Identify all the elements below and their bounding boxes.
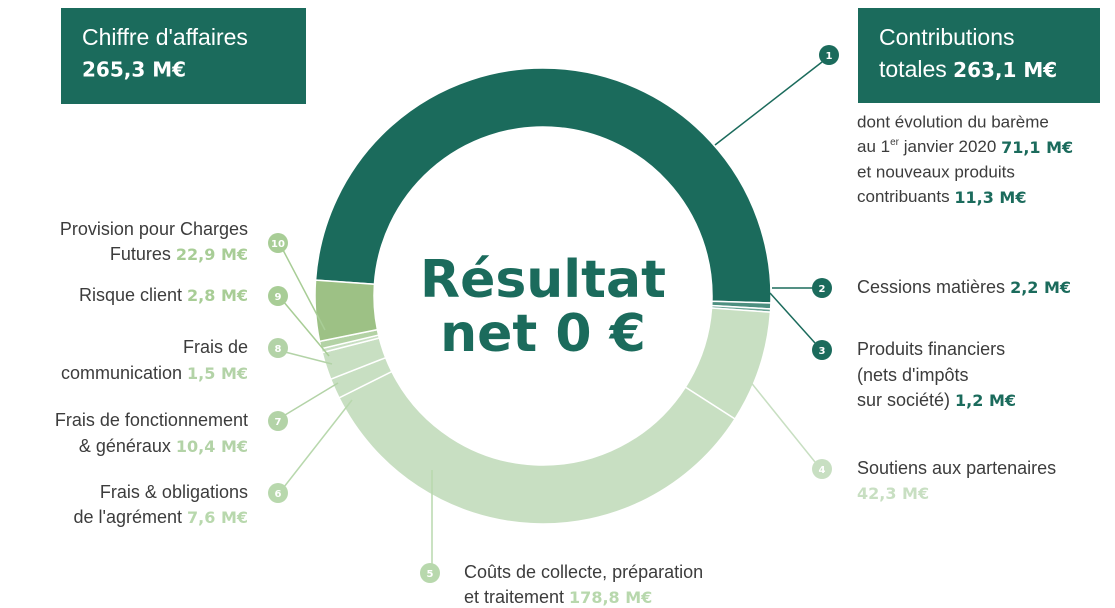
note-line: dont évolution du barème <box>857 112 1049 131</box>
badge <box>268 233 288 253</box>
badge-number: 3 <box>819 346 826 357</box>
leader-line <box>744 374 816 463</box>
value-label: 1,5 M€ <box>187 364 248 383</box>
value-label: 2,2 M€ <box>1010 278 1071 297</box>
label-line: de l'agrément 7,6 M€ <box>74 507 248 527</box>
badge-number: 7 <box>275 417 282 428</box>
label-line: totales 263,1 M€ <box>879 56 1057 82</box>
label-line: Soutiens aux partenaires <box>857 458 1056 478</box>
badge <box>819 45 839 65</box>
leader-line <box>282 300 330 357</box>
badge <box>268 338 288 358</box>
badge-number: 4 <box>819 465 826 476</box>
badge <box>268 411 288 431</box>
label-line: et traitement 178,8 M€ <box>464 587 652 607</box>
badge-number: 6 <box>275 489 282 500</box>
badge <box>812 340 832 360</box>
badge-number: 2 <box>819 284 826 295</box>
value-label: 10,4 M€ <box>176 437 248 456</box>
value-label: 178,8 M€ <box>569 588 652 607</box>
value-label: 2,8 M€ <box>187 286 248 305</box>
label-line: sur société) 1,2 M€ <box>857 390 1016 410</box>
label-line: Provision pour Charges <box>60 219 248 239</box>
revenue-label: Chiffre d'affaires <box>82 24 248 50</box>
badge <box>812 459 832 479</box>
value-label: 42,3 M€ <box>857 484 929 503</box>
donut-segment <box>338 370 737 525</box>
label-text: Cessions matières <box>857 277 1010 297</box>
label-text: Coûts de collecte, préparation <box>464 562 703 582</box>
label-line: Frais de fonctionnement <box>55 410 248 430</box>
label-line: Futures 22,9 M€ <box>110 244 248 264</box>
value-label: 7,6 M€ <box>187 508 248 527</box>
note-text: contribuants <box>857 187 954 206</box>
label-line: 42,3 M€ <box>857 484 929 503</box>
value-label: 1,2 M€ <box>955 391 1016 410</box>
note-sup: er <box>890 137 900 148</box>
value-label: 22,9 M€ <box>176 245 248 264</box>
badge-number: 9 <box>275 292 282 303</box>
donut-segment <box>314 67 772 304</box>
note-value: 11,3 M€ <box>954 188 1026 207</box>
leader-line <box>714 61 823 146</box>
label-line: Frais & obligations <box>100 482 248 502</box>
badge <box>268 483 288 503</box>
label-line: Contributions <box>879 24 1015 50</box>
leader-line <box>284 351 333 365</box>
label-text: & généraux <box>79 436 176 456</box>
label-text: Frais de <box>183 337 248 357</box>
donut-segment <box>314 279 379 343</box>
badge-number: 5 <box>427 569 434 580</box>
value-label: 263,1 M€ <box>953 58 1057 82</box>
revenue-box <box>61 8 306 104</box>
badge <box>812 278 832 298</box>
note-value: 71,1 M€ <box>1001 138 1073 157</box>
label-text: Frais & obligations <box>100 482 248 502</box>
label-text: Soutiens aux partenaires <box>857 458 1056 478</box>
badge <box>268 286 288 306</box>
label-line: Cessions matières 2,2 M€ <box>857 277 1071 297</box>
badge-number: 8 <box>275 344 282 355</box>
label-text: (nets d'impôts <box>857 365 968 385</box>
note-line: au 1er janvier 2020 71,1 M€ <box>857 137 1073 157</box>
leader-line <box>283 399 353 488</box>
center-line: Résultat <box>420 250 666 310</box>
label-line: Produits financiers <box>857 339 1005 359</box>
note-line: contribuants 11,3 M€ <box>857 187 1026 206</box>
label-text: sur société) <box>857 390 955 410</box>
note-line: et nouveaux produits <box>857 162 1015 181</box>
contributions-box <box>858 8 1100 103</box>
leader-line <box>282 249 326 331</box>
label-text: communication <box>61 363 187 383</box>
label-text: Frais de fonctionnement <box>55 410 248 430</box>
badge <box>420 563 440 583</box>
label-text: de l'agrément <box>74 507 188 527</box>
leader-line <box>769 292 816 344</box>
label-line: Coûts de collecte, préparation <box>464 562 703 582</box>
label-line: (nets d'impôts <box>857 365 968 385</box>
badge-number: 1 <box>826 51 833 62</box>
label-line: Risque client 2,8 M€ <box>79 285 248 305</box>
center-line: net 0 € <box>440 304 646 364</box>
label-text: Risque client <box>79 285 187 305</box>
label-line: Frais de <box>183 337 248 357</box>
leader-line <box>284 382 339 416</box>
note-text: au 1 <box>857 137 890 156</box>
label-text: Produits financiers <box>857 339 1005 359</box>
label-text: et traitement <box>464 587 569 607</box>
badge-number: 10 <box>271 239 285 250</box>
label-text: totales <box>879 56 953 82</box>
label-line: communication 1,5 M€ <box>61 363 248 383</box>
label-text: Futures <box>110 244 176 264</box>
label-line: & généraux 10,4 M€ <box>79 436 248 456</box>
label-text: Contributions <box>879 24 1015 50</box>
label-text: Provision pour Charges <box>60 219 248 239</box>
note-text: janvier 2020 <box>899 137 1001 156</box>
revenue-value: 265,3 M€ <box>82 58 186 82</box>
